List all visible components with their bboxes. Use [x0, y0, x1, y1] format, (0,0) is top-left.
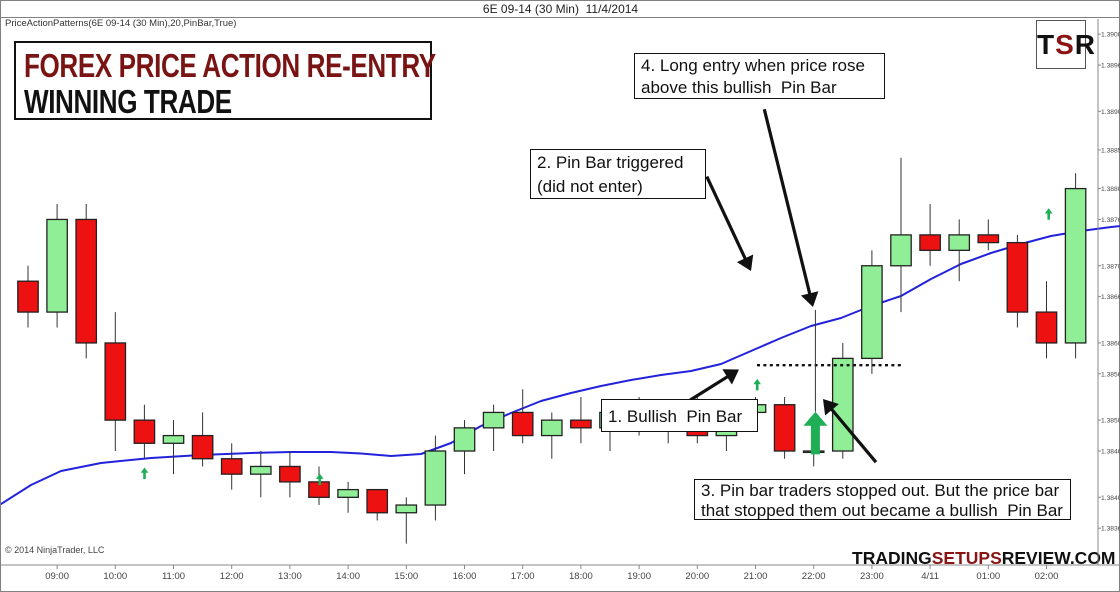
svg-text:23:00: 23:00 [860, 571, 884, 582]
svg-text:1.3836: 1.3836 [1101, 526, 1120, 533]
svg-text:12:00: 12:00 [220, 571, 244, 582]
svg-text:1.3880: 1.3880 [1101, 186, 1120, 193]
svg-text:10:00: 10:00 [103, 571, 127, 582]
svg-text:1.3885: 1.3885 [1101, 147, 1120, 154]
svg-text:1.3840: 1.3840 [1101, 495, 1120, 502]
svg-text:1.3900: 1.3900 [1101, 32, 1120, 39]
svg-text:1.3866: 1.3866 [1101, 294, 1120, 301]
svg-text:09:00: 09:00 [45, 571, 69, 582]
svg-text:1.3860: 1.3860 [1101, 340, 1120, 347]
svg-text:11:00: 11:00 [162, 571, 185, 582]
svg-text:02:00: 02:00 [1035, 571, 1059, 582]
svg-text:1.3856: 1.3856 [1101, 371, 1120, 378]
svg-text:1.3870: 1.3870 [1101, 263, 1120, 270]
svg-text:15:00: 15:00 [394, 571, 418, 582]
svg-text:1.3846: 1.3846 [1101, 449, 1120, 456]
svg-text:16:00: 16:00 [453, 571, 477, 582]
svg-text:13:00: 13:00 [278, 571, 302, 582]
svg-text:01:00: 01:00 [976, 571, 1000, 582]
svg-text:1.3850: 1.3850 [1101, 418, 1120, 425]
svg-text:1.3896: 1.3896 [1101, 63, 1120, 70]
svg-text:21:00: 21:00 [744, 571, 768, 582]
svg-text:18:00: 18:00 [569, 571, 593, 582]
svg-text:19:00: 19:00 [627, 571, 651, 582]
svg-text:4/11: 4/11 [921, 571, 939, 582]
svg-text:1.3876: 1.3876 [1101, 217, 1120, 224]
svg-text:22:00: 22:00 [802, 571, 826, 582]
svg-text:17:00: 17:00 [511, 571, 535, 582]
svg-text:1.3890: 1.3890 [1101, 109, 1120, 116]
svg-text:14:00: 14:00 [336, 571, 360, 582]
svg-text:20:00: 20:00 [685, 571, 709, 582]
